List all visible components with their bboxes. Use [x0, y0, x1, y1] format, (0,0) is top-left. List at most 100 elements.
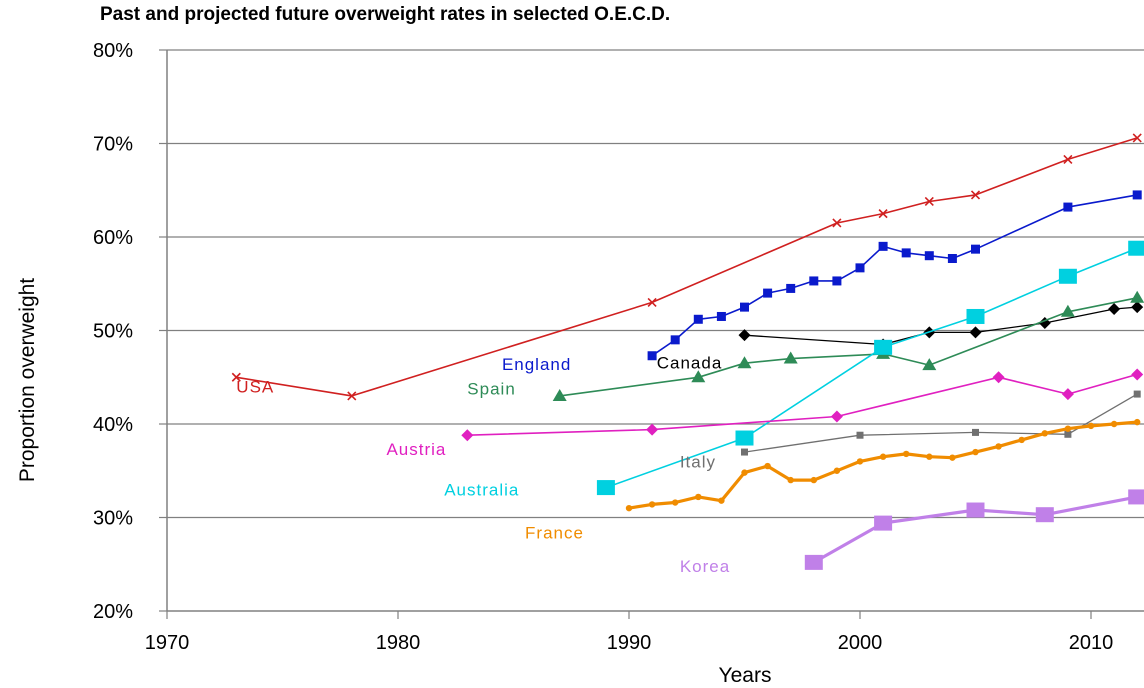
- data-point-england: [670, 335, 680, 345]
- data-point-spain: [691, 370, 706, 383]
- axes: [159, 49, 1144, 619]
- data-point-spain: [1130, 290, 1144, 303]
- data-point-france: [695, 493, 702, 501]
- data-point-spain: [737, 356, 752, 369]
- data-point-france: [741, 469, 748, 476]
- series-italy: [741, 390, 1141, 456]
- data-point-austria: [646, 423, 659, 436]
- x-tick-label: 2010: [1069, 632, 1114, 654]
- data-point-france: [1134, 418, 1141, 426]
- series-line-canada: [744, 306, 1138, 346]
- data-point-canada: [969, 326, 982, 339]
- data-point-england: [1063, 202, 1073, 212]
- data-point-austria: [1131, 368, 1144, 381]
- x-tick-label: 2000: [838, 632, 883, 654]
- data-point-england: [832, 276, 842, 286]
- series-france: [625, 418, 1141, 512]
- data-point-australia: [735, 430, 754, 446]
- data-point-australia: [1058, 268, 1077, 284]
- x-axis-label: Years: [719, 664, 772, 687]
- series-spain: [552, 290, 1144, 401]
- data-point-usa: [1132, 133, 1142, 143]
- x-tick-label: 1990: [607, 632, 652, 654]
- series-label-usa: USA: [236, 378, 274, 397]
- y-tick-label: 50%: [93, 321, 133, 343]
- data-point-england: [971, 244, 980, 254]
- data-point-austria: [830, 410, 843, 423]
- y-tick-labels: 20% 30% 40% 50% 60% 70% 80%: [93, 40, 133, 623]
- series-line-australia: [605, 247, 1138, 489]
- data-point-france: [1110, 420, 1118, 428]
- data-point-australia: [966, 308, 985, 324]
- series-label-spain: Spain: [467, 379, 515, 398]
- data-point-france: [856, 458, 864, 465]
- data-point-italy: [972, 428, 979, 436]
- data-point-france: [787, 476, 794, 484]
- series-label-england: England: [502, 355, 571, 374]
- data-point-usa: [347, 391, 357, 401]
- y-tick-label: 20%: [93, 601, 133, 623]
- series-line-austria: [467, 373, 1138, 436]
- data-point-england: [647, 351, 657, 361]
- data-point-austria: [992, 371, 1005, 384]
- y-axis-label: Proportion overweight: [16, 278, 39, 482]
- data-point-france: [1018, 436, 1025, 444]
- series-label-australia: Australia: [444, 480, 519, 499]
- x-tick-labels: 1970 1980 1990 2000 2010: [145, 632, 1114, 654]
- data-point-england: [693, 314, 703, 324]
- x-tick-label: 1970: [145, 632, 190, 654]
- series-label-austria: Austria: [386, 440, 446, 459]
- y-tick-label: 30%: [93, 508, 133, 530]
- y-tick-label: 40%: [93, 414, 133, 436]
- data-point-austria: [1061, 388, 1074, 401]
- series-label-korea: Korea: [680, 557, 730, 576]
- series-australia: [596, 240, 1144, 496]
- data-point-france: [972, 448, 979, 456]
- data-point-france: [718, 497, 725, 504]
- data-point-england: [809, 276, 819, 286]
- data-point-canada: [1108, 302, 1121, 315]
- data-point-usa: [231, 372, 241, 382]
- data-point-korea: [966, 502, 985, 518]
- data-point-france: [648, 501, 656, 508]
- series-line-spain: [559, 297, 1138, 397]
- data-point-france: [995, 443, 1002, 450]
- chart-title: Past and projected future overweight rat…: [100, 4, 670, 25]
- data-point-usa: [878, 209, 888, 219]
- data-point-canada: [738, 329, 751, 342]
- data-point-italy: [1064, 430, 1072, 438]
- data-point-italy: [741, 448, 748, 456]
- y-tick-label: 80%: [93, 40, 133, 62]
- data-point-usa: [1063, 154, 1073, 164]
- data-point-england: [878, 241, 888, 251]
- data-point-england: [1132, 190, 1142, 200]
- data-point-england: [901, 248, 911, 258]
- data-point-england: [947, 254, 957, 264]
- data-point-usa: [647, 297, 657, 308]
- data-point-france: [926, 453, 933, 460]
- series-line-italy: [744, 393, 1138, 453]
- data-point-spain: [552, 388, 567, 401]
- series-label-canada: Canada: [657, 353, 723, 372]
- data-point-australia: [596, 480, 615, 496]
- series-austria: [461, 368, 1144, 442]
- series-labels: USA England Canada Spain Australia Austria Ita…: [236, 353, 730, 576]
- data-point-spain: [922, 358, 937, 371]
- data-point-spain: [783, 351, 798, 364]
- data-point-austria: [461, 429, 474, 442]
- series-korea: [804, 489, 1144, 570]
- y-tick-label: 70%: [93, 134, 133, 156]
- data-point-france: [1041, 430, 1049, 437]
- data-point-australia: [874, 339, 893, 355]
- x-tick-label: 1980: [376, 632, 421, 654]
- series-usa: [231, 133, 1142, 401]
- data-point-france: [879, 453, 887, 460]
- data-point-france: [1064, 425, 1072, 432]
- data-point-france: [764, 462, 771, 470]
- series-label-france: France: [525, 523, 584, 542]
- data-point-england: [855, 263, 865, 273]
- series-group: [231, 133, 1144, 570]
- data-point-france: [810, 476, 817, 484]
- data-point-spain: [1060, 304, 1075, 317]
